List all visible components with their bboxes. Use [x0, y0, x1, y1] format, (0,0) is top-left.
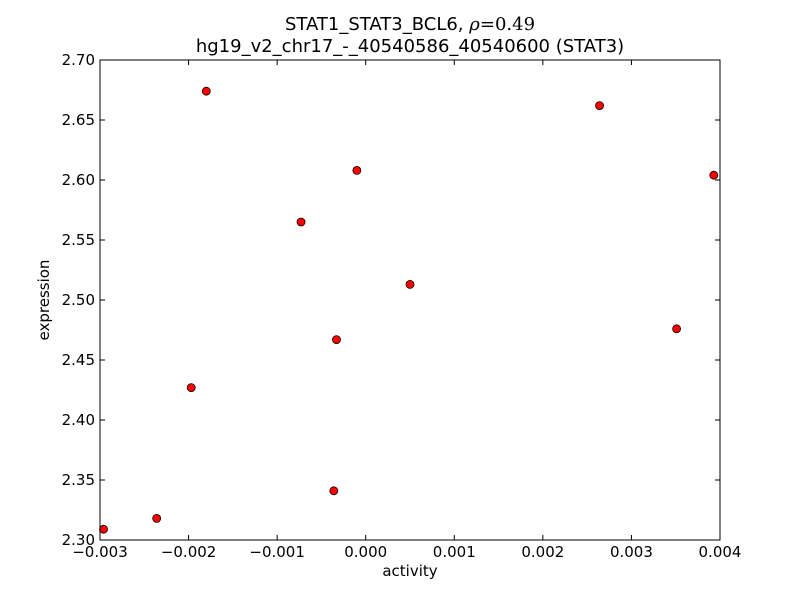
- data-point: [672, 324, 681, 334]
- data-point: [352, 165, 362, 175]
- title-rho-value: =0.49: [480, 14, 535, 35]
- chart-title-line1: STAT1_STAT3_BCL6, ρ=0.49: [285, 14, 535, 35]
- chart-title-line2: hg19_v2_chr17_-_40540586_40540600 (STAT3…: [196, 36, 624, 57]
- data-point: [186, 383, 196, 393]
- x-tick-label: 0.003: [610, 543, 653, 561]
- x-tick-label: 0.002: [521, 543, 564, 561]
- data-point: [709, 170, 719, 180]
- data-points: [99, 86, 719, 534]
- data-point: [152, 514, 162, 523]
- y-tick-label: 2.55: [62, 231, 95, 249]
- title-text: STAT1_STAT3_BCL6,: [285, 14, 469, 35]
- y-tick-label: 2.45: [62, 351, 95, 369]
- x-tick-label: 0.001: [433, 543, 476, 561]
- data-point: [296, 217, 306, 227]
- axis-ticks: −0.003 −0.002 −0.001 0.000 0.001 0.002 0.003 0.…: [62, 51, 742, 561]
- x-tick-label: −0.003: [72, 543, 128, 561]
- data-point: [201, 86, 211, 96]
- y-tick-label: 2.35: [62, 471, 95, 489]
- y-tick-label: 2.60: [62, 171, 95, 189]
- y-axis-label: expression: [35, 260, 53, 341]
- x-tick-label: 0.004: [699, 543, 742, 561]
- y-tick-label: 2.65: [62, 111, 95, 129]
- y-tick-label: 2.70: [62, 51, 95, 69]
- x-tick-label: 0.000: [344, 543, 387, 561]
- y-tick-label: 2.30: [62, 531, 95, 549]
- y-tick-label: 2.50: [62, 291, 95, 309]
- data-point: [329, 486, 339, 496]
- title-rho-symbol: ρ: [468, 14, 480, 35]
- x-axis-label: activity: [382, 562, 437, 580]
- data-point: [332, 335, 341, 345]
- x-tick-label: −0.001: [249, 543, 305, 561]
- x-tick-label: −0.002: [161, 543, 217, 561]
- plot-frame: [99, 59, 721, 541]
- data-point: [405, 279, 415, 289]
- data-point: [99, 524, 108, 534]
- y-tick-label: 2.40: [62, 411, 95, 429]
- data-point: [595, 101, 604, 110]
